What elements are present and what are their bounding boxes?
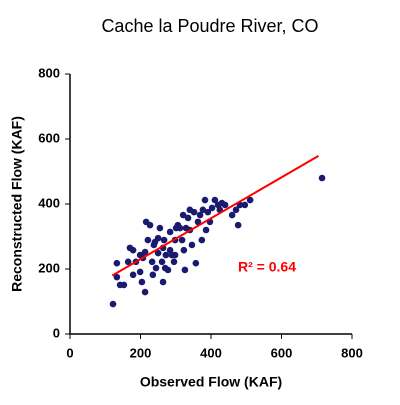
point xyxy=(199,206,207,214)
x-tick-label: 0 xyxy=(66,345,73,360)
point xyxy=(154,234,162,242)
x-tick-label: 800 xyxy=(341,345,363,360)
point xyxy=(179,211,187,219)
point xyxy=(246,196,254,204)
point xyxy=(190,208,198,216)
point xyxy=(196,211,204,219)
trendline xyxy=(111,155,320,277)
y-tick-label: 600 xyxy=(38,130,60,145)
annotation: R² = 0.64 xyxy=(238,259,296,275)
point xyxy=(109,300,117,308)
point xyxy=(158,258,166,266)
point xyxy=(188,241,196,249)
y-tick-label: 400 xyxy=(38,195,60,210)
point xyxy=(204,208,212,216)
point xyxy=(136,268,144,276)
point xyxy=(162,251,170,259)
point xyxy=(232,206,240,214)
point xyxy=(170,258,178,266)
point xyxy=(318,174,326,182)
y-axis-label: Reconstructed Flow (KAF) xyxy=(9,116,25,292)
point xyxy=(120,281,128,289)
point xyxy=(113,273,121,281)
point xyxy=(192,259,200,267)
point xyxy=(129,271,137,279)
y-tick-label: 0 xyxy=(53,325,60,340)
point xyxy=(160,236,168,244)
point xyxy=(208,204,216,212)
point xyxy=(211,196,219,204)
point xyxy=(178,236,186,244)
point xyxy=(152,264,160,272)
point xyxy=(149,271,157,279)
point xyxy=(154,249,162,257)
chart-title: Cache la Poudre River, CO xyxy=(101,16,318,36)
point xyxy=(176,224,184,232)
point xyxy=(159,278,167,286)
point xyxy=(201,196,209,204)
point xyxy=(180,246,188,254)
point xyxy=(166,228,174,236)
point xyxy=(198,236,206,244)
point xyxy=(221,201,229,209)
point xyxy=(113,259,121,267)
point xyxy=(146,221,154,229)
point xyxy=(228,211,236,219)
point xyxy=(202,226,210,234)
point xyxy=(124,258,132,266)
point xyxy=(241,201,249,209)
point xyxy=(164,266,172,274)
point xyxy=(194,218,202,226)
point xyxy=(234,221,242,229)
point xyxy=(144,236,152,244)
point xyxy=(136,251,144,259)
x-tick-label: 600 xyxy=(271,345,293,360)
point xyxy=(181,266,189,274)
x-tick-label: 400 xyxy=(200,345,222,360)
point xyxy=(148,258,156,266)
point xyxy=(141,248,149,256)
x-axis-label: Observed Flow (KAF) xyxy=(140,374,282,390)
point xyxy=(129,246,137,254)
point xyxy=(156,224,164,232)
y-tick-label: 800 xyxy=(38,65,60,80)
point xyxy=(171,251,179,259)
point xyxy=(184,214,192,222)
y-tick-label: 200 xyxy=(38,260,60,275)
point xyxy=(141,288,149,296)
point xyxy=(138,278,146,286)
x-tick-label: 200 xyxy=(130,345,152,360)
